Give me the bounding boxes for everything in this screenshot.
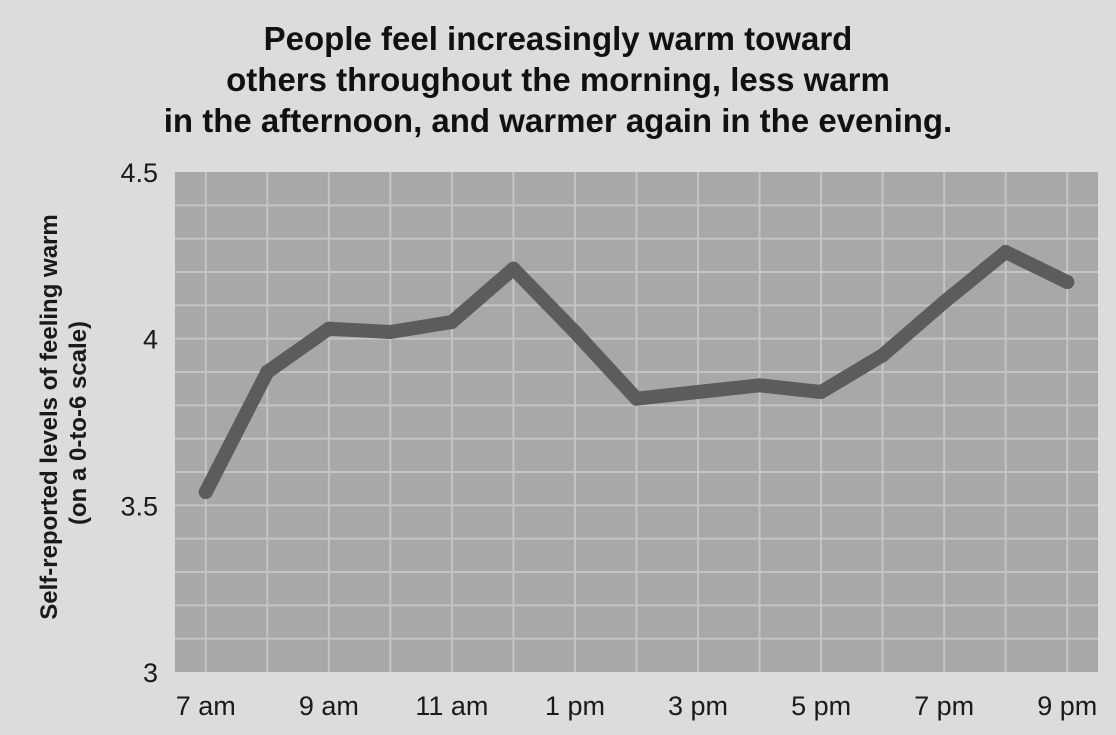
- data-point: [383, 325, 398, 339]
- x-axis-ticks: 7 am 9 am 11 am 1 pm 3 pm 5 pm 7 pm 9 pm: [176, 691, 1097, 721]
- chart-title-line-2: others throughout the morning, less warm: [226, 61, 890, 98]
- data-point: [567, 325, 582, 339]
- data-point: [691, 385, 706, 399]
- y-tick-label: 3: [143, 658, 158, 688]
- data-point: [875, 348, 890, 363]
- data-points: [198, 245, 1075, 499]
- data-point: [752, 378, 767, 393]
- y-axis-label-line-1: Self-reported levels of feeling warm: [36, 214, 63, 619]
- chart-title-line-3: in the afternoon, and warmer again in th…: [163, 102, 953, 139]
- data-point: [321, 321, 336, 336]
- data-point: [629, 391, 644, 406]
- data-point: [444, 315, 459, 329]
- x-tick-label: 7 pm: [914, 691, 974, 721]
- x-tick-label: 9 pm: [1037, 691, 1097, 721]
- y-tick-label: 4.5: [120, 158, 158, 188]
- data-point: [198, 485, 213, 499]
- x-tick-label: 11 am: [415, 691, 488, 721]
- chart-title: People feel increasingly warm toward oth…: [0, 18, 1116, 141]
- x-tick-label: 5 pm: [791, 691, 851, 721]
- y-axis-label: Self-reported levels of feeling warm (on…: [36, 214, 92, 619]
- x-tick-label: 9 am: [299, 691, 359, 721]
- y-axis-label-line-2: (on a 0-to-6 scale): [65, 321, 92, 525]
- x-tick-label: 1 pm: [545, 691, 605, 721]
- y-axis-ticks: 4.5 4 3.5 3: [120, 158, 158, 688]
- data-point: [1060, 275, 1075, 289]
- data-point: [814, 385, 829, 399]
- data-point: [506, 261, 521, 276]
- y-tick-label: 3.5: [120, 491, 158, 521]
- x-tick-label: 3 pm: [668, 691, 728, 721]
- data-point: [998, 245, 1013, 259]
- data-point: [260, 365, 275, 379]
- data-point: [937, 295, 952, 309]
- y-tick-label: 4: [143, 325, 158, 355]
- chart-title-line-1: People feel increasingly warm toward: [263, 20, 853, 57]
- x-tick-label: 7 am: [176, 691, 236, 721]
